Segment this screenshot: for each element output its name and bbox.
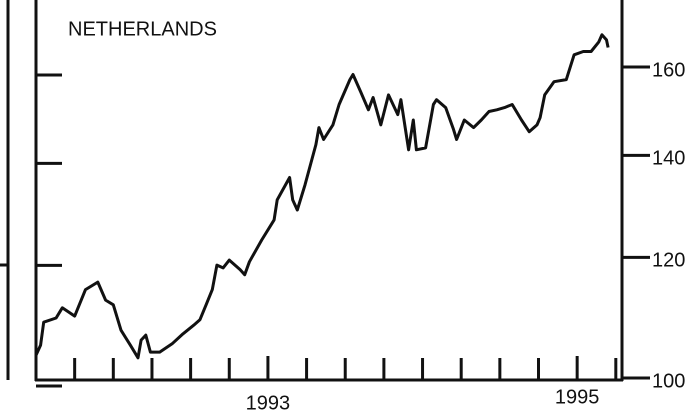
line-series <box>34 33 610 360</box>
y-tick-label: 120 <box>652 250 685 272</box>
y-tick-label: 160 <box>652 59 685 81</box>
x-tick-label: 1993 <box>246 392 291 414</box>
y-tick-label: 100 <box>652 370 685 392</box>
chart-title: NETHERLANDS <box>68 18 217 40</box>
x-tick-label: 1995 <box>555 386 600 408</box>
y-tick-label: 140 <box>652 148 685 170</box>
